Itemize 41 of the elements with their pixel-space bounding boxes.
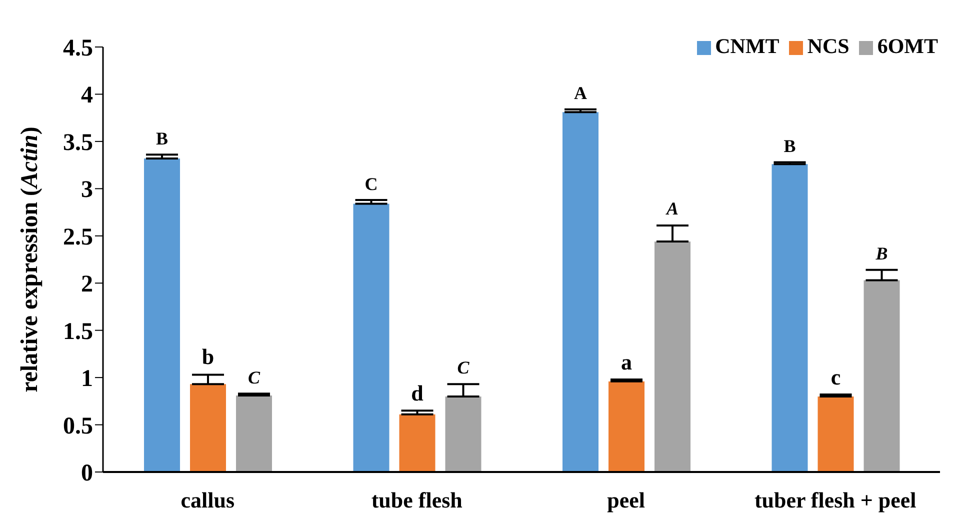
x-tick-label: tube flesh xyxy=(371,488,462,513)
data-label: A xyxy=(574,83,587,104)
y-axis-title: relative expression (Actin) xyxy=(17,126,43,392)
x-tick-label: peel xyxy=(607,488,646,513)
bar xyxy=(236,396,272,472)
data-label: C xyxy=(364,174,378,194)
data-label: B xyxy=(874,243,888,264)
x-tick-label: callus xyxy=(180,488,235,513)
data-label: d xyxy=(411,380,424,406)
y-tick-label: 1 xyxy=(81,366,93,392)
legend-label: 6OMT xyxy=(877,34,938,58)
y-tick-label: 3.5 xyxy=(63,130,93,156)
data-label: C xyxy=(248,368,261,388)
y-tick-label: 3 xyxy=(81,177,93,204)
bar xyxy=(353,204,390,472)
bar xyxy=(562,112,598,472)
bar xyxy=(608,381,644,472)
x-tick-label: tuber flesh + peel xyxy=(754,488,916,513)
data-label: b xyxy=(202,344,214,370)
bar xyxy=(445,396,482,472)
bar xyxy=(654,242,690,472)
y-tick-label: 2 xyxy=(81,272,93,298)
bar xyxy=(818,396,854,472)
bar xyxy=(190,384,226,472)
data-label: B xyxy=(156,128,168,148)
y-tick-label: 0.5 xyxy=(63,413,93,440)
data-label: A xyxy=(665,198,679,219)
bar xyxy=(144,158,180,472)
data-label: C xyxy=(457,357,470,378)
bar xyxy=(864,280,900,472)
legend-label: CNMT xyxy=(715,34,780,58)
data-label: c xyxy=(830,364,841,390)
data-label: a xyxy=(621,349,632,374)
data-label: B xyxy=(784,136,796,156)
y-tick-label: 4 xyxy=(81,82,93,109)
y-tick-label: 4.5 xyxy=(63,36,93,62)
y-tick-label: 0 xyxy=(81,460,93,487)
legend-label: NCS xyxy=(807,34,850,58)
y-tick-label: 1.5 xyxy=(63,318,93,345)
bar xyxy=(772,164,808,472)
y-tick-label: 2.5 xyxy=(63,224,93,250)
